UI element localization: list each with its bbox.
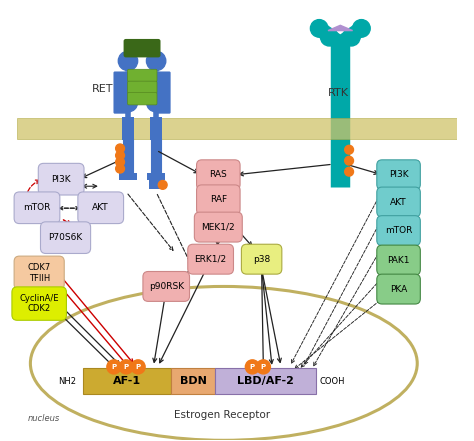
Circle shape — [118, 93, 137, 112]
Circle shape — [116, 144, 125, 153]
FancyBboxPatch shape — [128, 81, 157, 93]
FancyBboxPatch shape — [78, 192, 124, 224]
Text: CyclinA/E
CDK2: CyclinA/E CDK2 — [19, 294, 59, 313]
FancyBboxPatch shape — [119, 172, 137, 180]
Text: PKA: PKA — [390, 284, 407, 294]
Text: RET: RET — [92, 84, 114, 93]
FancyBboxPatch shape — [150, 117, 162, 140]
Text: Estrogen Receptor: Estrogen Receptor — [173, 410, 270, 420]
FancyBboxPatch shape — [147, 172, 165, 180]
Circle shape — [116, 164, 125, 173]
Text: AKT: AKT — [390, 198, 407, 206]
Text: LBD/AF-2: LBD/AF-2 — [237, 376, 294, 386]
Circle shape — [146, 93, 166, 112]
FancyBboxPatch shape — [40, 222, 91, 254]
Circle shape — [118, 72, 137, 91]
Text: P: P — [111, 364, 117, 370]
Circle shape — [158, 180, 167, 189]
Text: P70S6K: P70S6K — [48, 233, 82, 242]
Circle shape — [131, 360, 145, 374]
Text: P: P — [250, 364, 255, 370]
Text: p90RSK: p90RSK — [149, 282, 184, 291]
FancyBboxPatch shape — [149, 179, 163, 189]
FancyBboxPatch shape — [377, 245, 420, 275]
Text: BDN: BDN — [180, 376, 207, 386]
Text: PI3K: PI3K — [51, 175, 71, 184]
Circle shape — [320, 28, 338, 46]
Circle shape — [246, 360, 259, 374]
Circle shape — [116, 157, 125, 166]
Circle shape — [146, 51, 166, 71]
FancyBboxPatch shape — [128, 93, 157, 105]
Text: RAS: RAS — [210, 170, 227, 179]
FancyBboxPatch shape — [14, 256, 64, 290]
FancyBboxPatch shape — [188, 244, 234, 274]
FancyBboxPatch shape — [38, 163, 84, 195]
FancyBboxPatch shape — [215, 368, 316, 394]
Circle shape — [343, 28, 360, 46]
FancyBboxPatch shape — [377, 274, 420, 304]
Circle shape — [256, 360, 270, 374]
Circle shape — [107, 360, 121, 374]
Text: p38: p38 — [253, 255, 270, 264]
Text: CDK7
TFIIH: CDK7 TFIIH — [27, 263, 51, 283]
FancyBboxPatch shape — [12, 287, 66, 320]
FancyBboxPatch shape — [194, 212, 242, 242]
Polygon shape — [328, 25, 353, 30]
Circle shape — [310, 19, 328, 37]
Text: RTK: RTK — [328, 88, 348, 98]
Text: P: P — [124, 364, 129, 370]
Circle shape — [345, 167, 354, 176]
Text: ERK1/2: ERK1/2 — [194, 255, 227, 264]
Circle shape — [146, 72, 166, 91]
Text: NH2: NH2 — [59, 377, 76, 386]
Text: P: P — [261, 364, 266, 370]
Text: PAK1: PAK1 — [387, 256, 410, 265]
FancyBboxPatch shape — [14, 192, 60, 224]
FancyBboxPatch shape — [143, 272, 190, 301]
Circle shape — [119, 360, 133, 374]
FancyBboxPatch shape — [377, 216, 420, 246]
Text: P: P — [136, 364, 141, 370]
Text: RAF: RAF — [210, 195, 227, 204]
FancyBboxPatch shape — [377, 187, 420, 217]
Circle shape — [118, 51, 137, 71]
Text: nucleus: nucleus — [27, 414, 60, 423]
Circle shape — [345, 146, 354, 154]
FancyBboxPatch shape — [83, 368, 171, 394]
FancyBboxPatch shape — [128, 69, 157, 82]
FancyBboxPatch shape — [124, 39, 161, 57]
Circle shape — [116, 151, 125, 160]
FancyBboxPatch shape — [122, 117, 134, 140]
Text: PI3K: PI3K — [389, 170, 409, 179]
FancyBboxPatch shape — [197, 185, 240, 215]
FancyBboxPatch shape — [377, 160, 420, 190]
Text: AF-1: AF-1 — [113, 376, 141, 386]
FancyBboxPatch shape — [17, 118, 457, 139]
Text: COOH: COOH — [319, 377, 345, 386]
Text: MEK1/2: MEK1/2 — [201, 223, 235, 232]
Text: AKT: AKT — [92, 203, 109, 212]
Text: mTOR: mTOR — [23, 203, 51, 212]
FancyBboxPatch shape — [156, 71, 171, 114]
Circle shape — [353, 19, 370, 37]
Circle shape — [345, 156, 354, 165]
FancyBboxPatch shape — [241, 244, 282, 274]
FancyBboxPatch shape — [197, 160, 240, 190]
FancyBboxPatch shape — [171, 368, 215, 394]
Text: mTOR: mTOR — [385, 226, 412, 235]
FancyBboxPatch shape — [113, 71, 128, 114]
